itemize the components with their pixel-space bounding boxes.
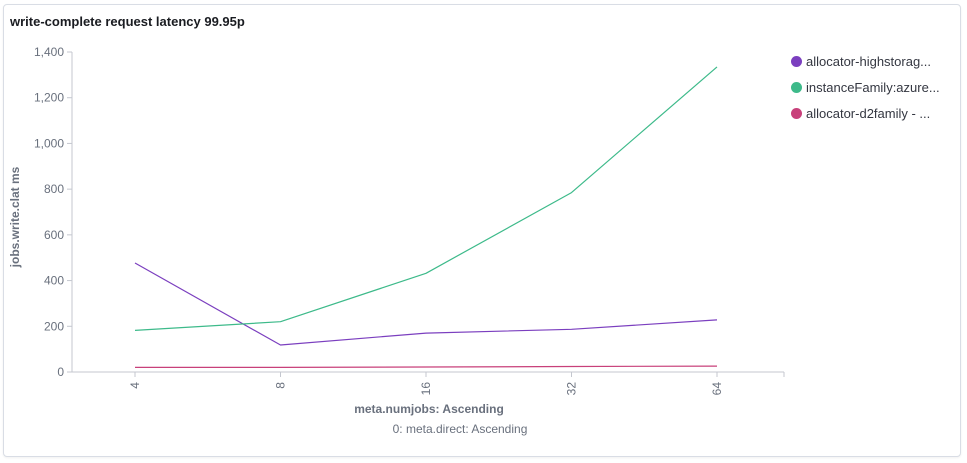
y-tick-label: 1,000 — [34, 136, 64, 150]
series-layer — [134, 66, 718, 368]
x-tick-label: 4 — [128, 382, 142, 389]
panel-title: write-complete request latency 99.95p — [10, 14, 245, 29]
x-tick-label: 32 — [565, 382, 579, 396]
x-tick-label: 8 — [274, 382, 288, 389]
legend-swatch-icon — [791, 107, 802, 119]
x-tick-label: 16 — [419, 382, 433, 396]
visualization-panel: write-complete request latency 99.95p 0 2… — [3, 4, 961, 457]
legend-item[interactable]: allocator-highstorag... — [791, 48, 956, 74]
y-axis: 0 200 400 600 800 1,000 1,200 1,400 — [34, 45, 73, 379]
x-axis-title: meta.numjobs: Ascending — [354, 402, 504, 416]
legend-label: allocator-highstorag... — [806, 53, 932, 69]
y-tick-label: 0 — [57, 365, 64, 379]
y-tick-label: 400 — [44, 274, 64, 288]
x-tick-label: 64 — [710, 382, 724, 396]
chart-legend: allocator-highstorag... instanceFamily:az… — [791, 48, 956, 126]
y-tick-label: 800 — [44, 182, 64, 196]
y-tick-label: 1,400 — [34, 45, 64, 59]
series-line-1 — [134, 262, 718, 346]
series-line-3 — [135, 365, 718, 368]
legend-label: allocator-d2family - ... — [806, 105, 931, 121]
x-axis-subtitle: 0: meta.direct: Ascending — [393, 422, 528, 436]
y-axis-title: jobs.write.clat ms — [8, 166, 22, 268]
legend-label: instanceFamily:azure... — [806, 79, 940, 95]
legend-item[interactable]: allocator-d2family - ... — [791, 100, 956, 126]
legend-swatch-icon — [791, 55, 802, 67]
y-tick-label: 600 — [44, 228, 64, 242]
series-line-2 — [134, 66, 718, 331]
y-tick-label: 200 — [44, 319, 64, 333]
line-chart: 0 200 400 600 800 1,000 1,200 1,400 4 8 16 32 64 jo… — [8, 45, 785, 436]
legend-item[interactable]: instanceFamily:azure... — [791, 74, 956, 100]
x-axis: 4 8 16 32 64 — [72, 371, 785, 396]
legend-swatch-icon — [791, 81, 802, 93]
y-tick-label: 1,200 — [34, 91, 64, 105]
